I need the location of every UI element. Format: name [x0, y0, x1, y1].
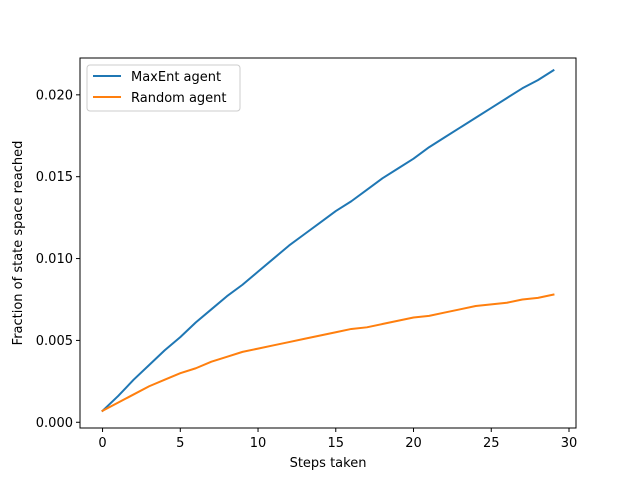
x-axis-label: Steps taken	[290, 456, 367, 471]
y-tick-label: 0.010	[36, 252, 73, 267]
y-tick-label: 0.005	[36, 334, 73, 349]
x-tick-label: 30	[561, 436, 578, 451]
y-tick-label: 0.000	[36, 416, 73, 431]
x-tick-label: 20	[405, 436, 422, 451]
plot-frame	[79, 57, 577, 429]
y-axis: 0.000 0.005 0.010 0.015 0.020	[36, 88, 80, 431]
legend: MaxEnt agent Random agent	[86, 64, 241, 112]
legend-box	[86, 64, 241, 112]
legend-label-maxent: MaxEnt agent	[131, 70, 221, 85]
x-tick-label: 10	[250, 436, 267, 451]
x-tick-label: 5	[176, 436, 184, 451]
x-tick-label: 0	[98, 436, 106, 451]
x-tick-label: 25	[483, 436, 500, 451]
series-line-0	[101, 68, 555, 413]
y-tick-label: 0.015	[36, 170, 73, 185]
x-tick-label: 15	[328, 436, 345, 451]
plot-lines	[101, 68, 555, 413]
y-tick-label: 0.020	[36, 88, 73, 103]
legend-label-random: Random agent	[131, 91, 227, 106]
y-axis-label: Fraction of state space reached	[11, 141, 26, 346]
x-axis: 0 5 10 15 20 25 30	[98, 428, 577, 451]
series-line-1	[101, 293, 555, 413]
